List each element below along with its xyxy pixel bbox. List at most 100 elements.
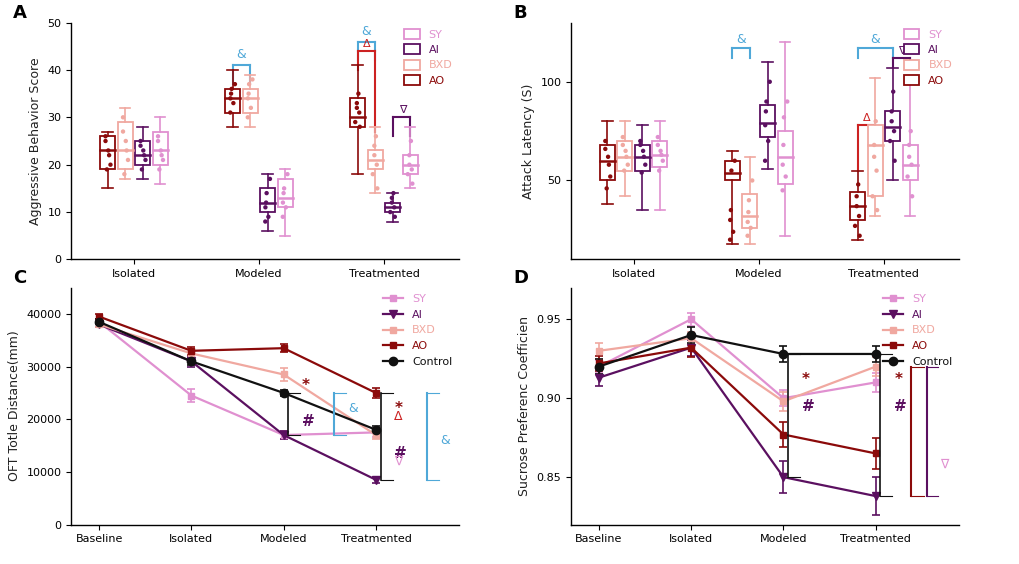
Bar — [117, 122, 132, 169]
Bar — [350, 98, 365, 127]
Point — [153, 151, 169, 160]
Bar — [599, 145, 614, 180]
Point — [385, 188, 401, 197]
Point — [115, 127, 131, 136]
Point — [119, 156, 136, 165]
Point — [352, 122, 368, 131]
Point — [773, 186, 790, 195]
Point — [596, 144, 612, 153]
Point — [132, 141, 149, 150]
Point — [364, 170, 380, 179]
Bar — [368, 151, 382, 169]
Point — [97, 132, 113, 141]
Text: &: & — [347, 402, 358, 415]
Point — [739, 231, 755, 240]
Point — [240, 89, 257, 98]
Point — [742, 223, 758, 232]
Point — [101, 151, 117, 160]
Point — [222, 94, 238, 103]
Point — [116, 170, 132, 179]
Bar — [902, 145, 917, 180]
Bar — [385, 202, 399, 212]
Point — [260, 212, 276, 221]
Point — [634, 147, 650, 156]
Point — [635, 152, 651, 161]
Point — [756, 121, 772, 130]
Point — [223, 85, 239, 94]
Point — [633, 168, 649, 177]
Point — [903, 160, 919, 169]
Point — [382, 208, 398, 217]
Point — [721, 235, 738, 244]
Text: ∇: ∇ — [394, 455, 403, 468]
Bar — [153, 131, 167, 165]
Point — [726, 156, 742, 165]
Point — [404, 165, 420, 174]
Point — [366, 151, 382, 160]
Point — [761, 77, 777, 86]
Bar — [277, 179, 292, 208]
Text: *: * — [302, 377, 310, 393]
Bar — [403, 155, 418, 174]
Point — [155, 156, 171, 165]
Point — [773, 160, 790, 169]
Bar — [849, 192, 864, 220]
Text: D: D — [513, 269, 528, 287]
Point — [258, 188, 274, 197]
Text: &: & — [236, 49, 246, 61]
Bar — [742, 194, 757, 228]
Point — [899, 172, 915, 181]
Text: &: & — [736, 33, 745, 46]
Point — [115, 113, 131, 122]
Point — [351, 108, 367, 117]
Point — [725, 227, 741, 236]
Point — [614, 140, 631, 149]
Point — [136, 151, 152, 160]
Point — [757, 97, 773, 106]
Text: #: # — [394, 446, 407, 461]
Point — [225, 99, 242, 108]
Point — [276, 184, 292, 193]
Point — [740, 208, 756, 217]
Point — [632, 140, 648, 149]
Point — [350, 89, 366, 98]
Y-axis label: OFT Totle Distance(mm): OFT Totle Distance(mm) — [8, 331, 21, 482]
Point — [223, 89, 239, 98]
Point — [138, 156, 154, 165]
Point — [886, 156, 902, 165]
Point — [600, 160, 616, 169]
Point — [900, 152, 916, 161]
Point — [222, 108, 238, 117]
Point — [637, 160, 653, 169]
Point — [619, 160, 635, 169]
Point — [118, 146, 135, 155]
Point — [346, 117, 363, 126]
Legend: SY, AI, BXD, AO: SY, AI, BXD, AO — [899, 25, 956, 90]
Legend: SY, AI, BXD, AO, Control: SY, AI, BXD, AO, Control — [877, 290, 956, 371]
Point — [275, 188, 291, 197]
Point — [279, 170, 296, 179]
Point — [383, 193, 399, 202]
Text: A: A — [13, 4, 28, 22]
Text: B: B — [513, 4, 526, 22]
Point — [348, 99, 365, 108]
Point — [882, 117, 899, 126]
Bar — [100, 136, 115, 169]
Point — [368, 132, 384, 141]
Point — [616, 147, 633, 156]
Text: #: # — [801, 399, 814, 413]
Point — [652, 147, 668, 156]
Bar — [635, 145, 649, 170]
Point — [99, 165, 115, 174]
Bar — [759, 105, 774, 137]
Point — [851, 231, 867, 240]
Text: &: & — [869, 33, 879, 46]
Point — [277, 203, 293, 212]
Point — [257, 217, 273, 226]
Point — [239, 94, 256, 103]
Point — [776, 172, 793, 181]
Point — [722, 166, 739, 175]
Bar — [652, 141, 666, 167]
Y-axis label: Attack Latency (S): Attack Latency (S) — [522, 83, 534, 199]
Point — [274, 212, 290, 221]
